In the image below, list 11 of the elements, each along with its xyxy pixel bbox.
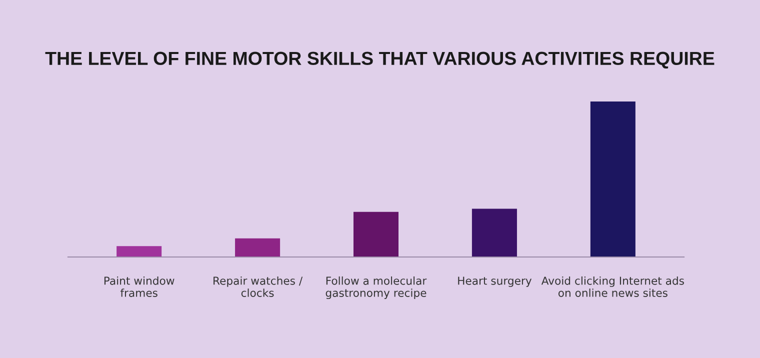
bar bbox=[590, 102, 636, 257]
x-tick-label: Avoid clicking Internet ads on online news sites bbox=[541, 276, 684, 297]
chart-title: THE LEVEL OF FINE MOTOR SKILLS THAT VARIOUS ACTIVITIES REQUIRE bbox=[45, 52, 714, 69]
bar bbox=[116, 246, 162, 257]
bar bbox=[472, 208, 517, 257]
bar bbox=[353, 212, 399, 257]
x-tick-label: Follow a molecular gastronomy recipe bbox=[326, 276, 427, 300]
x-tick-label: Repair watches / clocks bbox=[214, 276, 303, 297]
x-tick-label: Paint window frames bbox=[104, 276, 174, 297]
x-tick-label: Heart surgery bbox=[458, 276, 532, 287]
bar bbox=[235, 238, 280, 257]
